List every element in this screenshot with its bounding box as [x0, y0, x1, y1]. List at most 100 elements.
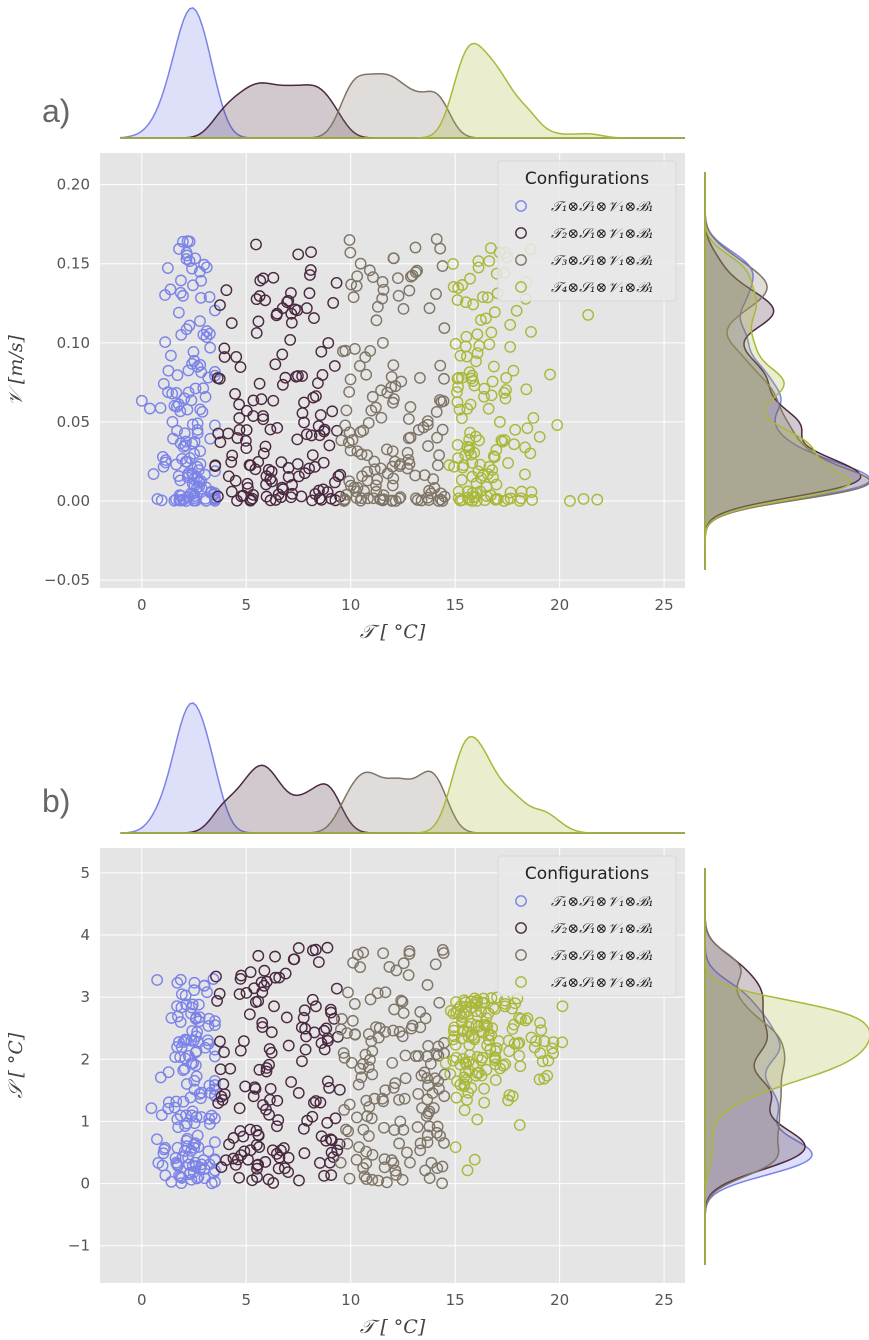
scatter-point [239, 434, 252, 447]
scatter-point [488, 306, 501, 319]
scatter-point [455, 1032, 468, 1045]
scatter-point [432, 1049, 445, 1062]
scatter-point [591, 493, 604, 506]
scatter-point [415, 494, 428, 507]
scatter-point [515, 492, 527, 505]
scatter-point [285, 316, 298, 329]
scatter-point [378, 1121, 390, 1134]
scatter-point [338, 1103, 351, 1116]
scatter-point [213, 987, 226, 1000]
right-kde-series-3 [704, 867, 786, 1265]
scatter-point [272, 488, 285, 501]
scatter-point [373, 1022, 386, 1034]
scatter-point [190, 1070, 203, 1083]
scatter-point [482, 402, 495, 415]
scatter-point [170, 1095, 183, 1108]
scatter-point [476, 1051, 489, 1064]
scatter-point [260, 1065, 273, 1078]
scatter-point [298, 416, 310, 429]
scatter-point [171, 1010, 184, 1023]
scatter-point [556, 1036, 569, 1049]
scatter-point [172, 306, 185, 319]
scatter-point [188, 492, 201, 505]
scatter-point [387, 1081, 400, 1094]
scatter-point [461, 485, 474, 498]
scatter-point [449, 1038, 462, 1051]
scatter-point [233, 1171, 245, 1184]
scatter-point [282, 462, 295, 474]
scatter-point [476, 291, 489, 303]
scatter-point [187, 345, 200, 358]
scatter-point [379, 986, 392, 999]
scatter-point [503, 1089, 516, 1101]
scatter-point [388, 393, 400, 405]
scatter-point [197, 382, 210, 395]
scatter-point [309, 488, 322, 500]
x-tick-label: 10 [341, 1291, 360, 1309]
scatter-point [207, 973, 220, 985]
scatter-point [233, 1102, 246, 1115]
scatter-point [193, 476, 206, 488]
scatter-point [397, 302, 410, 315]
scatter-point [355, 448, 368, 461]
scatter-point [268, 1000, 280, 1013]
scatter-point [180, 323, 193, 336]
scatter-point [204, 432, 217, 445]
y-tick-label: 1 [80, 1112, 90, 1130]
scatter-point [353, 1141, 365, 1154]
scatter-point [362, 1061, 375, 1074]
scatter-point [244, 493, 257, 506]
scatter-point [343, 234, 356, 246]
scatter-point [349, 1028, 361, 1041]
scatter-point [438, 1068, 451, 1081]
scatter-point [347, 291, 360, 304]
scatter-point [471, 347, 484, 360]
right-kde-series-2 [704, 172, 862, 570]
scatter-point [189, 252, 202, 265]
scatter-point [478, 1082, 490, 1095]
scatter-point [478, 390, 490, 403]
scatter-point [376, 1092, 389, 1105]
scatter-point [248, 1081, 261, 1094]
scatter-point [508, 1037, 521, 1050]
scatter-series-4 [439, 991, 569, 1177]
scatter-point [472, 465, 485, 478]
x-axis-label: 𝒯 [ °C] [360, 621, 426, 643]
scatter-point [421, 1129, 434, 1142]
scatter-point [368, 1092, 381, 1105]
legend-entry: 𝒯₄⊗𝒮₁⊗𝒱₁⊗ℬ₁ [551, 280, 654, 296]
scatter-point [152, 1156, 165, 1169]
scatter-point [504, 318, 517, 331]
scatter-point [170, 458, 183, 471]
scatter-point [430, 288, 442, 300]
scatter-point [546, 1042, 559, 1055]
scatter-point [293, 1174, 305, 1187]
scatter-point [181, 455, 193, 468]
scatter-point [374, 493, 386, 506]
scatter-point [363, 264, 376, 277]
scatter-point [393, 1093, 405, 1106]
scatter-point [521, 1012, 534, 1025]
scatter-point [410, 492, 422, 505]
scatter-point [249, 996, 262, 1008]
scatter-point [156, 451, 169, 463]
y-axis-label: 𝒱 [m/s] [5, 334, 27, 405]
scatter-point [486, 1022, 499, 1035]
scatter-point [483, 460, 496, 473]
scatter-point [230, 350, 243, 363]
scatter-point [350, 485, 363, 498]
scatter-point [195, 1158, 208, 1171]
scatter-point [436, 1177, 448, 1190]
scatter-point [366, 390, 379, 403]
scatter-point [185, 1173, 198, 1186]
scatter-point [387, 472, 400, 485]
scatter-point [214, 1035, 226, 1048]
scatter-point [194, 359, 207, 371]
scatter-point [386, 479, 399, 492]
scatter-point [180, 253, 193, 265]
scatter-point [423, 1105, 436, 1118]
scatter-point [338, 495, 350, 507]
scatter-point [178, 1063, 191, 1075]
scatter-point [353, 360, 366, 372]
scatter-point [438, 322, 451, 334]
